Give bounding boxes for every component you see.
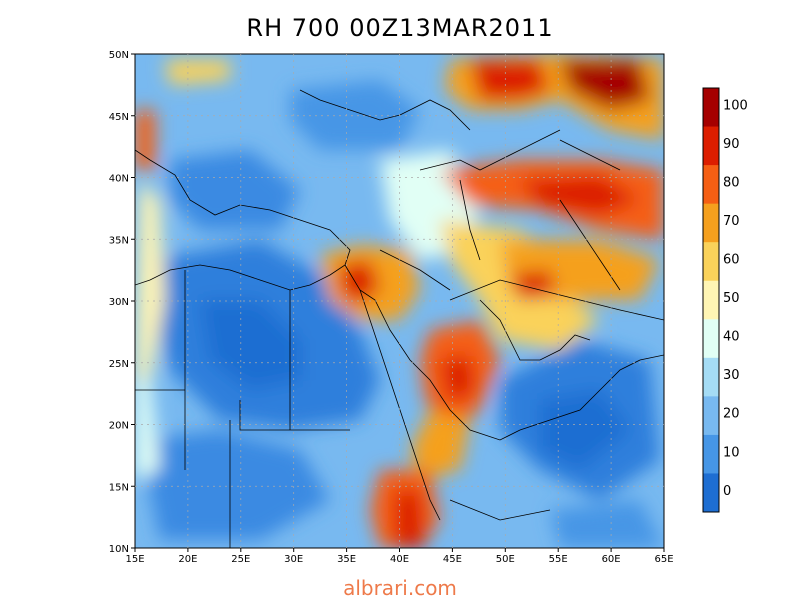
colorbar-segment bbox=[703, 473, 719, 513]
graticule bbox=[135, 54, 664, 548]
colorbar-segment bbox=[703, 88, 719, 128]
colorbar-segment bbox=[703, 203, 719, 243]
colorbar-segment bbox=[703, 434, 719, 474]
colorbar-segment bbox=[703, 280, 719, 320]
colorbar-label: 80 bbox=[723, 175, 740, 190]
lat-axis: 50N 45N 40N 35N 30N 25N 20N 15N 10N bbox=[109, 50, 135, 555]
lat-tick-label: 40N bbox=[109, 174, 129, 185]
colorbar-segment bbox=[703, 396, 719, 436]
colorbar-label: 0 bbox=[723, 484, 731, 499]
lat-tick-label: 25N bbox=[109, 359, 129, 370]
lon-tick-label: 20E bbox=[178, 554, 197, 565]
colorbar-label: 10 bbox=[723, 445, 740, 460]
lat-tick-label: 30N bbox=[109, 297, 129, 308]
lon-tick-label: 65E bbox=[654, 554, 673, 565]
lon-tick-label: 45E bbox=[443, 554, 462, 565]
lon-tick-label: 15E bbox=[125, 554, 144, 565]
lat-tick-label: 20N bbox=[109, 421, 129, 432]
lat-tick-label: 50N bbox=[109, 50, 129, 61]
map-title: RH 700 00Z13MAR2011 bbox=[246, 14, 554, 42]
colorbar-label: 100 bbox=[723, 98, 748, 113]
colorbar-label: 50 bbox=[723, 291, 740, 306]
lat-tick-label: 10N bbox=[109, 544, 129, 555]
colorbar-segment bbox=[703, 126, 719, 166]
lat-tick-label: 45N bbox=[109, 112, 129, 123]
watermark: albrari.com bbox=[343, 576, 457, 600]
coastlines bbox=[135, 89, 664, 548]
lat-tick-label: 35N bbox=[109, 235, 129, 246]
lon-tick-label: 50E bbox=[496, 554, 515, 565]
lon-tick-label: 40E bbox=[390, 554, 409, 565]
lon-tick-label: 60E bbox=[602, 554, 621, 565]
colorbar-segment bbox=[703, 357, 719, 397]
colorbar-segment bbox=[703, 242, 719, 282]
colorbar-label: 60 bbox=[723, 253, 740, 268]
lon-tick-label: 25E bbox=[231, 554, 250, 565]
colorbar-label: 90 bbox=[723, 137, 740, 152]
lon-tick-label: 55E bbox=[549, 554, 568, 565]
lon-tick-label: 30E bbox=[284, 554, 303, 565]
lon-tick-label: 35E bbox=[337, 554, 356, 565]
lat-tick-label: 15N bbox=[109, 482, 129, 493]
colorbar-segment bbox=[703, 319, 719, 359]
colorbar-frame bbox=[702, 87, 720, 513]
lon-axis: 15E 20E 25E 30E 35E 40E 45E 50E 55E 60E 65E bbox=[125, 548, 674, 565]
colorbar-label: 40 bbox=[723, 330, 740, 345]
colorbar-segment bbox=[703, 165, 719, 205]
colorbar-label: 30 bbox=[723, 368, 740, 383]
colorbar-label: 70 bbox=[723, 214, 740, 229]
colorbar-label: 20 bbox=[723, 407, 740, 422]
